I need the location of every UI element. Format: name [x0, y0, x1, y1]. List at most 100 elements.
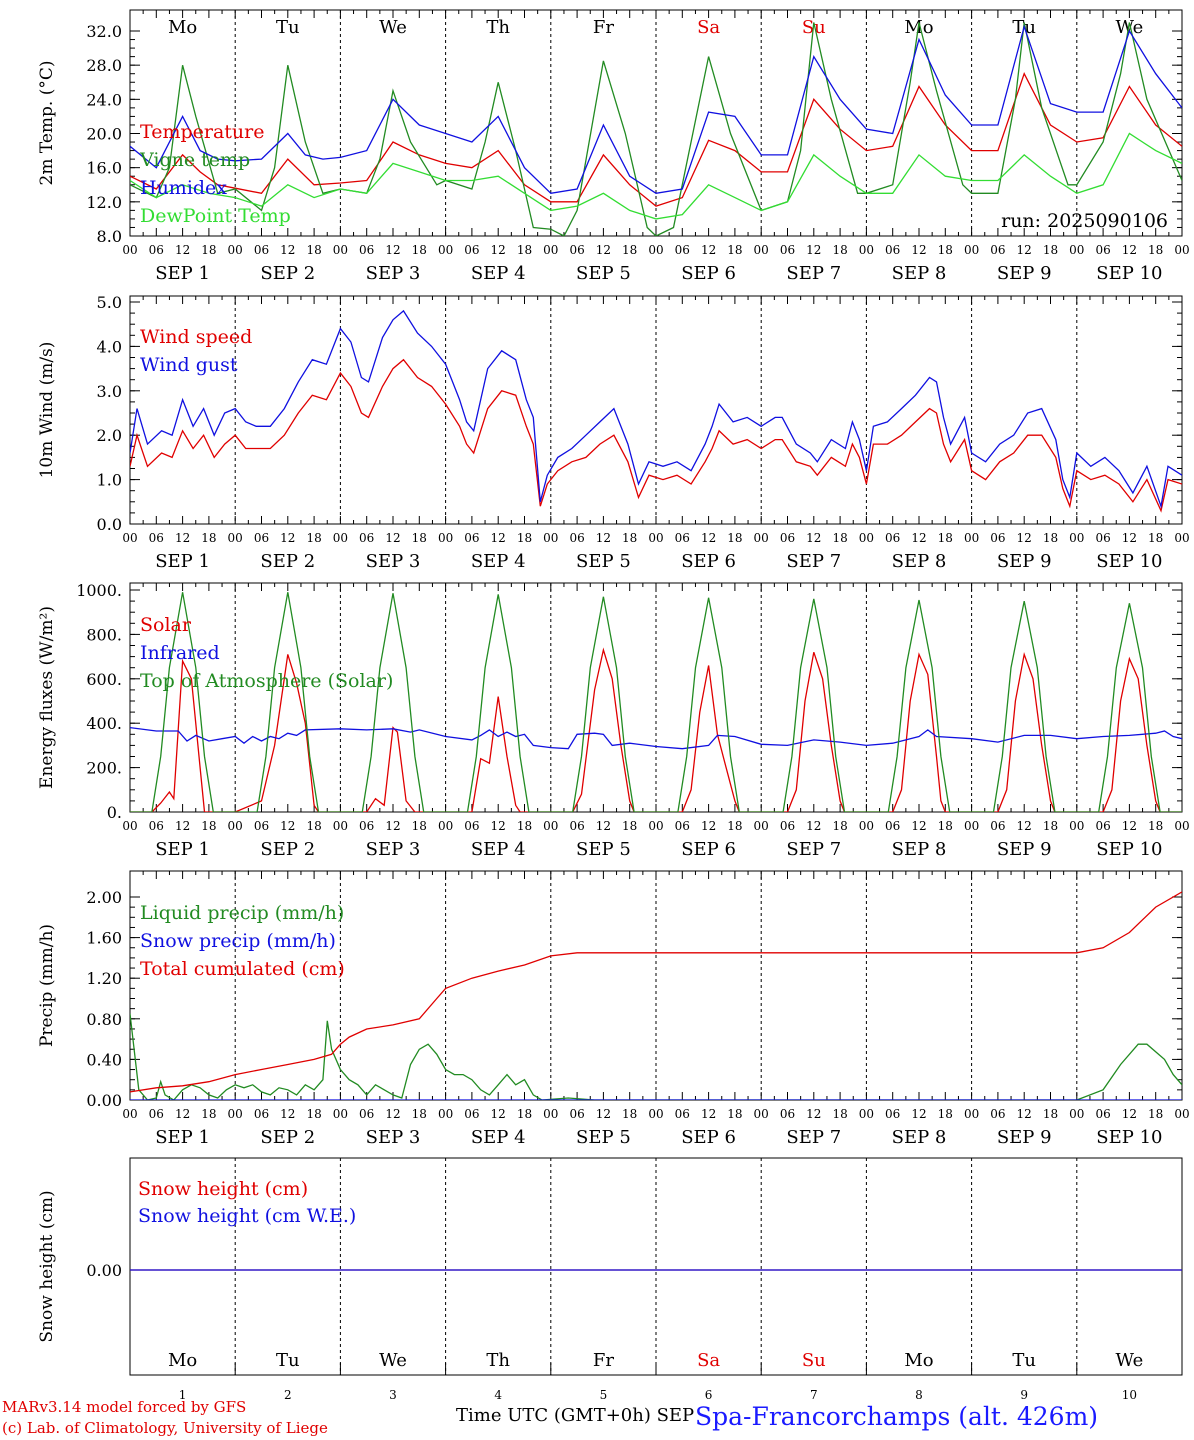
hour-label: 18 [622, 243, 637, 257]
y-tick-label: 28.0 [86, 56, 122, 75]
date-label: SEP 5 [576, 263, 631, 284]
legend-entry: Wind gust [140, 354, 238, 376]
date-label: SEP 2 [260, 263, 315, 284]
weekday-label: We [379, 1350, 407, 1371]
hour-label: 00 [1069, 1107, 1084, 1121]
hour-label: 18 [1148, 531, 1163, 545]
day-number: 5 [600, 1388, 608, 1402]
weekday-label: Th [486, 17, 510, 38]
date-label: SEP 8 [892, 839, 947, 860]
date-label: SEP 6 [681, 1127, 736, 1148]
hour-label: 00 [964, 1107, 979, 1121]
date-label: SEP 8 [892, 1127, 947, 1148]
hour-label: 18 [727, 531, 742, 545]
weekday-label: Mo [168, 1350, 197, 1371]
hour-label: 12 [806, 531, 821, 545]
hour-label: 18 [517, 531, 532, 545]
date-label: SEP 7 [786, 263, 841, 284]
date-label: SEP 2 [260, 839, 315, 860]
hour-label: 12 [596, 531, 611, 545]
hour-label: 12 [596, 819, 611, 833]
hour-label: 12 [806, 819, 821, 833]
hour-label: 00 [859, 243, 874, 257]
hour-label: 12 [1122, 243, 1137, 257]
y-axis-label: Snow height (cm) [37, 1190, 57, 1342]
hour-label: 12 [911, 243, 926, 257]
y-tick-label: 600. [86, 670, 122, 689]
y-tick-label: 2.00 [86, 888, 122, 907]
hour-label: 12 [280, 531, 295, 545]
hour-label: 18 [622, 819, 637, 833]
hour-label: 12 [175, 1107, 190, 1121]
day-number: 2 [284, 1388, 292, 1402]
day-number: 7 [810, 1388, 818, 1402]
date-label: SEP 9 [997, 551, 1052, 572]
hour-label: 18 [938, 1107, 953, 1121]
hour-label: 18 [1043, 243, 1058, 257]
hour-label: 12 [1017, 531, 1032, 545]
hour-label: 06 [990, 531, 1005, 545]
y-tick-label: 400. [86, 714, 122, 733]
hour-label: 00 [859, 1107, 874, 1121]
date-label: SEP 6 [681, 263, 736, 284]
hour-label: 12 [911, 819, 926, 833]
weekday-label: Th [486, 1350, 510, 1371]
hour-label: 06 [254, 531, 269, 545]
hour-label: 12 [280, 819, 295, 833]
hour-label: 06 [149, 819, 164, 833]
hour-label: 12 [701, 1107, 716, 1121]
legend-entry: Infrared [140, 642, 220, 664]
hour-label: 00 [648, 531, 663, 545]
hour-label: 00 [754, 819, 769, 833]
series-humidex [130, 24, 1182, 194]
hour-label: 06 [990, 819, 1005, 833]
date-label: SEP 4 [471, 1127, 526, 1148]
hour-label: 06 [359, 819, 374, 833]
hour-label: 12 [280, 1107, 295, 1121]
hour-label: 18 [201, 531, 216, 545]
date-label: SEP 2 [260, 1127, 315, 1148]
hour-label: 06 [885, 531, 900, 545]
hour-label: 00 [543, 531, 558, 545]
date-label: SEP 2 [260, 551, 315, 572]
y-tick-label: 4.0 [97, 337, 122, 356]
date-label: SEP 5 [576, 839, 631, 860]
y-tick-label: 0.00 [86, 1261, 122, 1280]
series-group [130, 891, 1182, 1100]
y-axis-label: 2m Temp. (°C) [37, 60, 57, 185]
hour-label: 12 [1122, 531, 1137, 545]
hour-label: 00 [648, 243, 663, 257]
hour-label: 00 [859, 819, 874, 833]
hour-label: 00 [438, 531, 453, 545]
hour-label: 00 [648, 1107, 663, 1121]
panel-3: 0. 200. 400. 600. 800. 1000. Energy fluxes (W/… [37, 581, 1190, 860]
hour-label: 00 [1069, 531, 1084, 545]
hour-label: 12 [280, 243, 295, 257]
day-number: 4 [494, 1388, 502, 1402]
hour-label: 06 [359, 243, 374, 257]
hour-label: 18 [938, 243, 953, 257]
hour-label: 00 [964, 531, 979, 545]
day-number: 3 [389, 1388, 397, 1402]
panel-1: 8.0 12.0 16.0 20.0 24.0 28.0 32.0 2m Temp. (°C)… [37, 9, 1190, 284]
hour-label: 12 [1122, 1107, 1137, 1121]
legend-entry: Snow precip (mm/h) [140, 930, 336, 952]
legend-entry: Vigne temp [139, 149, 250, 171]
y-axis-label: 10m Wind (m/s) [37, 342, 57, 479]
date-label: SEP 7 [786, 839, 841, 860]
day-number: 9 [1020, 1388, 1028, 1402]
y-tick-label: 16.0 [86, 159, 122, 178]
panel-5: 0.00 Snow height (cm) Mo Tu We Th Fr Sa Su Mo Tu We… [37, 1157, 1183, 1402]
series-wind-speed [130, 358, 1182, 513]
hour-label: 18 [1043, 531, 1058, 545]
weekday-label: Mo [168, 17, 197, 38]
date-label: SEP 9 [997, 839, 1052, 860]
series-group [130, 592, 1182, 812]
hour-label: 18 [517, 243, 532, 257]
date-label: SEP 8 [892, 263, 947, 284]
y-tick-label: 3.0 [97, 382, 122, 401]
hour-label: 00 [122, 531, 137, 545]
hour-label: 06 [569, 819, 584, 833]
hour-label: 00 [859, 531, 874, 545]
hour-label: 18 [412, 1107, 427, 1121]
